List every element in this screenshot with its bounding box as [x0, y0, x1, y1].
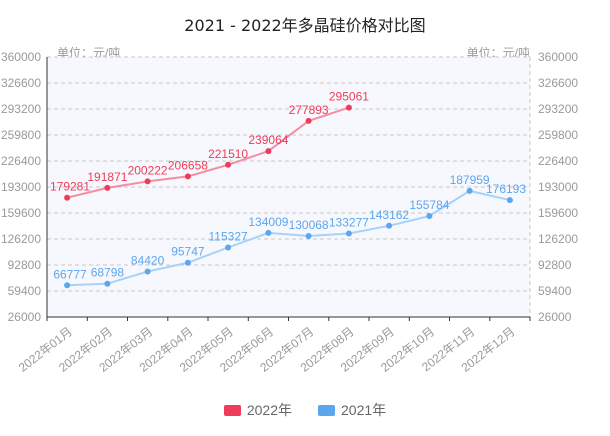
- data-point: [305, 233, 312, 239]
- y-tick-label-left: 360000: [1, 50, 41, 64]
- data-point-label: 239064: [248, 133, 288, 147]
- data-point: [64, 194, 71, 201]
- y-tick-label-left: 92800: [8, 258, 42, 272]
- y-tick-label-right: 92800: [538, 258, 572, 272]
- data-point: [104, 184, 111, 191]
- data-point: [265, 148, 272, 155]
- data-point: [345, 230, 352, 237]
- legend-swatch-2022: [223, 404, 241, 416]
- chart-title: 2021 - 2022年多晶硅价格对比图: [184, 16, 426, 35]
- legend-swatch-2021: [318, 404, 335, 416]
- y-tick-label-left: 259800: [1, 128, 41, 142]
- data-point-label: 66777: [53, 267, 87, 281]
- y-tick-label-left: 226400: [1, 154, 41, 168]
- data-point-label: 191871: [87, 170, 127, 184]
- data-point: [305, 117, 312, 124]
- data-point: [64, 282, 71, 289]
- legend-item-2021[interactable]: 2021年: [318, 400, 386, 420]
- data-point-label: 206658: [168, 158, 208, 172]
- data-point: [144, 268, 151, 275]
- y-tick-label-right: 293200: [538, 102, 578, 116]
- data-point-label: 295061: [329, 90, 369, 104]
- series-line: [67, 189, 511, 287]
- y-tick-label-right: 126200: [538, 232, 578, 246]
- y-tick-label-right: 326600: [538, 76, 578, 90]
- y-tick-label-left: 193000: [1, 180, 41, 194]
- legend-item-2022[interactable]: 2022年: [223, 400, 292, 420]
- y-tick-label-right: 360000: [538, 50, 578, 64]
- y-tick-label-right: 193000: [538, 180, 578, 194]
- chart-legend: 2022年 2021年: [0, 400, 610, 420]
- data-point-label: 143162: [369, 208, 409, 222]
- data-point-label: 221510: [208, 147, 248, 161]
- data-point-label: 133277: [329, 216, 369, 230]
- y-tick-label-left: 126200: [1, 232, 41, 246]
- data-point-label: 84420: [131, 254, 165, 268]
- data-point-label: 200222: [128, 163, 168, 177]
- data-point-label: 176193: [486, 182, 526, 196]
- data-point-label: 187959: [450, 173, 490, 187]
- data-point-label: 134009: [248, 215, 288, 229]
- y-tick-label-left: 159600: [1, 206, 41, 220]
- data-point-label: 95747: [171, 245, 205, 259]
- y-tick-label-right: 59400: [538, 284, 572, 298]
- legend-label-2021: 2021年: [341, 402, 387, 418]
- y-tick-label-right: 26000: [538, 310, 572, 324]
- data-point: [426, 213, 433, 219]
- data-point: [345, 104, 352, 111]
- y-tick-label-left: 326600: [1, 76, 41, 90]
- series-line: [66, 106, 350, 199]
- data-point-label: 115327: [209, 230, 248, 244]
- y-tick-label-left: 293200: [1, 102, 41, 116]
- data-point: [184, 173, 191, 180]
- data-point: [144, 178, 151, 185]
- data-point-label: 155784: [409, 198, 449, 212]
- data-point: [386, 222, 393, 229]
- data-point: [184, 259, 191, 266]
- data-point: [265, 229, 272, 236]
- data-point: [225, 161, 232, 168]
- y-tick-label-right: 226400: [538, 154, 578, 168]
- y-tick-label-left: 59400: [8, 284, 42, 298]
- data-point-label: 179281: [50, 180, 90, 194]
- data-point-label: 277893: [289, 103, 329, 117]
- data-point: [225, 244, 232, 251]
- legend-label-2022: 2022年: [246, 402, 292, 418]
- data-point: [104, 280, 111, 287]
- data-point-label: 130068: [289, 218, 329, 232]
- data-point: [506, 197, 513, 204]
- data-point: [466, 187, 473, 194]
- y-tick-label-left: 26000: [8, 310, 42, 324]
- y-tick-label-right: 259800: [538, 128, 578, 142]
- data-point-label: 68798: [91, 266, 125, 280]
- y-tick-label-right: 159600: [538, 206, 578, 220]
